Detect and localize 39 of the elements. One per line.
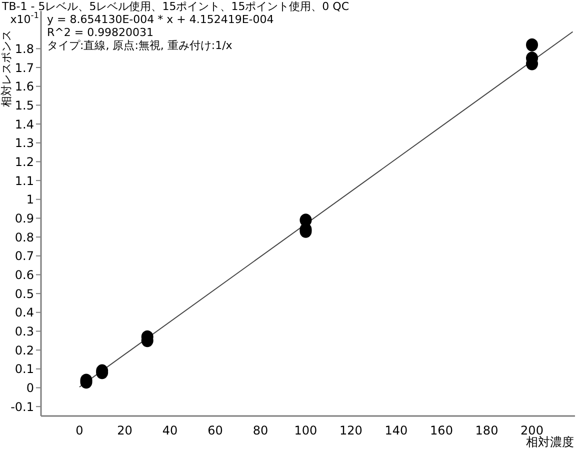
- x-tick-label: 140: [384, 424, 408, 438]
- y-tick-label: 1.7: [14, 60, 34, 75]
- annotation: R^2 = 0.99820031: [47, 26, 154, 39]
- x-tick-label: 100: [294, 424, 318, 438]
- x-tick-label: 80: [252, 424, 268, 438]
- y-tick-label: 1.8: [14, 42, 34, 56]
- y-tick-label: 0.4: [14, 306, 34, 320]
- x-tick-label: 180: [475, 424, 498, 438]
- y-tick-label: 0.3: [14, 324, 34, 338]
- y-axis-title: 相対レスポンス: [0, 30, 13, 107]
- y-tick-label: 1.2: [14, 154, 34, 169]
- y-tick-label: 0.1: [14, 362, 34, 376]
- y-tick-label: 1.4: [14, 117, 34, 132]
- y-tick-label: 0.7: [14, 249, 34, 264]
- point: [526, 38, 538, 52]
- y-tick-label: -0.1: [10, 400, 34, 414]
- y-tick-label: 1.5: [14, 98, 34, 112]
- y-tick-label: 1: [26, 192, 34, 207]
- x-tick-label: 120: [340, 424, 362, 438]
- chart-title: TB-1 - 5レベル、5レベル使用、15ポイント、15ポイント使用、0 QC: [1, 0, 350, 13]
- y-tick-label: 0.2: [14, 343, 34, 358]
- x-tick-label: 160: [430, 424, 453, 438]
- y-tick-label: 1.3: [14, 136, 34, 150]
- y-tick-label: 1.1: [14, 174, 34, 188]
- text: x10$^{-1}$: [10, 10, 39, 26]
- y-tick-label: 0.9: [14, 211, 34, 226]
- x-axis-title: 相対濃度: [526, 435, 574, 449]
- y-tick-label: 0.8: [14, 230, 34, 244]
- x-tick-label: 0: [76, 424, 84, 438]
- point: [300, 214, 312, 227]
- x-tick-label: 60: [208, 424, 223, 438]
- y-tick-label: 0: [26, 381, 34, 396]
- y-tick-label: 1.6: [14, 80, 34, 94]
- x-tick-label: 40: [162, 424, 178, 438]
- y-tick-label: 0.6: [14, 268, 34, 282]
- x-tick-label: 20: [117, 424, 132, 438]
- y-tick-label: 0.5: [14, 286, 34, 301]
- annotation: y = 8.654130E-004 * x + 4.152419E-004: [47, 13, 274, 26]
- annotation: タイプ:直線, 原点:無視, 重み付け:1/x: [47, 39, 233, 52]
